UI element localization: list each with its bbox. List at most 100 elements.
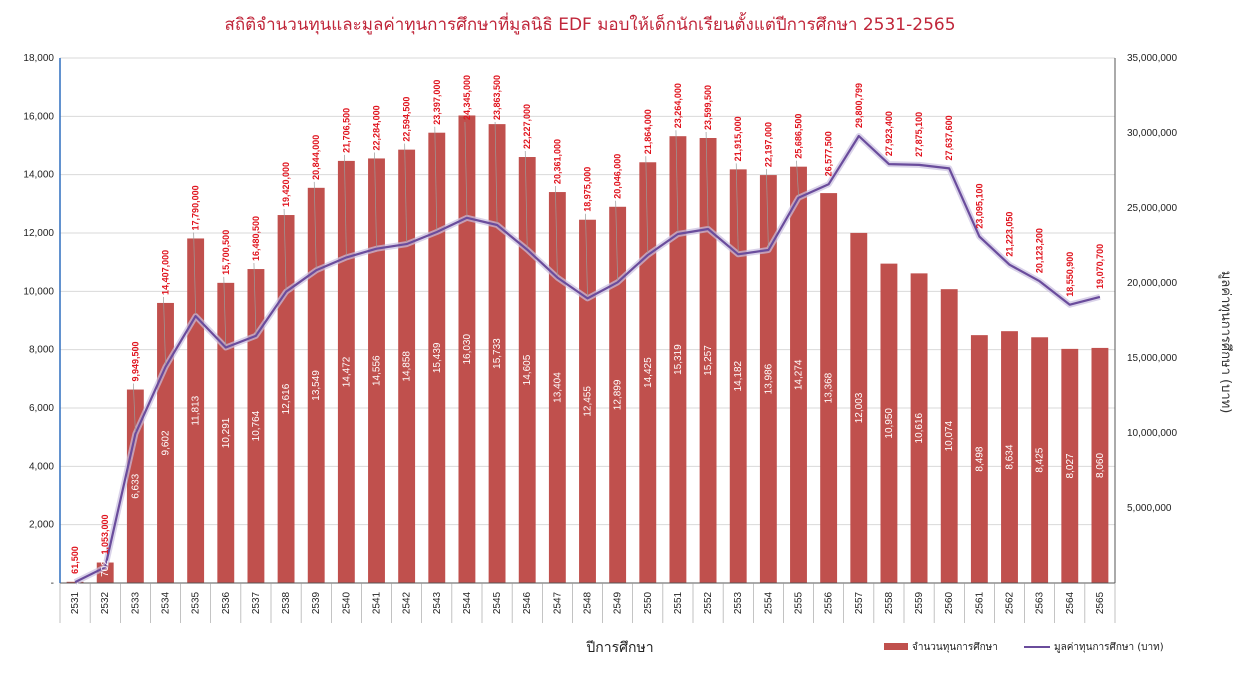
leader-line — [133, 383, 136, 432]
leader-line — [766, 169, 769, 249]
bar — [1061, 348, 1079, 583]
bar — [428, 132, 446, 583]
x-tick-label: 2544 — [462, 591, 473, 614]
line-value-label: 22,197,000 — [763, 122, 773, 167]
bar-value-label: 15,319 — [673, 344, 684, 375]
leader-line — [404, 143, 407, 243]
bar — [850, 232, 868, 583]
bar-value-label: 14,858 — [402, 351, 413, 382]
chart-title: สถิติจำนวนทุนและมูลค่าทุนการศึกษาที่มูลน… — [224, 12, 955, 35]
line-value-label: 25,686,500 — [794, 114, 804, 159]
line-value-label: 20,123,200 — [1035, 228, 1045, 273]
y-tick-left: 2,000 — [29, 520, 54, 531]
line-value-label: 23,264,000 — [673, 83, 683, 128]
line-series — [73, 133, 1101, 585]
y-tick-left: 4,000 — [29, 461, 54, 472]
bar-value-label: 6,633 — [130, 473, 141, 498]
bar — [609, 206, 627, 583]
y-tick-left: 8,000 — [29, 345, 54, 356]
bar — [337, 160, 355, 583]
leader-line — [313, 181, 317, 269]
bar-value-label: 12,899 — [613, 379, 624, 410]
bar — [970, 335, 988, 583]
x-tick-label: 2535 — [191, 591, 202, 614]
bar-value-label: 702 — [100, 560, 111, 577]
x-tick-label: 2552 — [703, 591, 714, 614]
y-tick-left: 16,000 — [23, 111, 54, 122]
bar — [729, 169, 747, 583]
bar-value-label: 14,425 — [643, 357, 654, 388]
bar-value-label: 9,602 — [161, 430, 172, 455]
bar-value-label: 8,634 — [1005, 444, 1016, 469]
x-tick-label: 2547 — [552, 591, 563, 614]
y-tick-right: 5,000,000 — [1127, 503, 1172, 514]
line-value-label: 23,397,000 — [432, 80, 442, 125]
x-tick-label: 2543 — [432, 591, 443, 614]
bar-value-label: 41 — [70, 582, 81, 594]
bar-value-label: 8,425 — [1035, 447, 1046, 472]
x-tick-label: 2548 — [583, 591, 594, 614]
line-value-label: 17,790,000 — [191, 185, 201, 230]
bar-value-label: 15,733 — [492, 338, 503, 369]
y-axis-label-right: มูลค่าทุนการศึกษา (บาท) — [1218, 271, 1233, 414]
line-value-label: 15,700,500 — [221, 230, 231, 275]
bar-value-label: 10,950 — [884, 408, 895, 439]
bars — [66, 115, 1109, 584]
leader-line — [223, 276, 227, 346]
bar-value-label: 14,556 — [372, 355, 383, 386]
x-tick-label: 2542 — [402, 591, 413, 614]
bar — [669, 136, 687, 583]
x-tick-label: 2565 — [1095, 591, 1106, 614]
x-tick-label: 2560 — [944, 591, 955, 614]
leader-line — [645, 156, 649, 254]
bar-value-label: 13,404 — [552, 372, 563, 403]
bar-value-label: 14,182 — [733, 360, 744, 391]
line-value-label: 22,227,000 — [522, 104, 532, 149]
x-tick-label: 2558 — [884, 591, 895, 614]
y-tick-left: 12,000 — [23, 228, 54, 239]
leader-line — [163, 296, 166, 365]
x-tick-label: 2531 — [70, 591, 81, 614]
bar-value-label: 14,274 — [794, 359, 805, 390]
line-value-label: 20,361,000 — [552, 139, 562, 184]
x-tick-label: 2556 — [824, 591, 835, 614]
line-value-label: 22,594,500 — [402, 97, 412, 142]
bar-value-label: 14,605 — [522, 354, 533, 385]
line-value-label: 27,637,600 — [944, 115, 954, 160]
leader-line — [675, 130, 679, 233]
y-tick-right: 10,000,000 — [1127, 428, 1177, 439]
x-tick-label: 2559 — [914, 591, 925, 614]
bar — [880, 263, 898, 583]
line-value-label: 9,949,500 — [130, 341, 140, 381]
line-value-label: 14,407,000 — [161, 250, 171, 295]
bar — [548, 192, 566, 584]
line-path — [74, 134, 1101, 584]
bar-value-label: 11,813 — [191, 395, 202, 425]
x-tick-label: 2539 — [311, 591, 322, 614]
x-tick-label: 2541 — [372, 591, 383, 614]
leader-line — [524, 151, 528, 248]
line-value-label: 20,046,000 — [613, 154, 623, 199]
bar — [518, 157, 536, 584]
x-tick-label: 2554 — [763, 591, 774, 614]
bar-value-label: 13,549 — [311, 370, 322, 401]
line-value-label: 26,577,500 — [824, 131, 834, 176]
bar-value-label: 8,027 — [1065, 453, 1076, 478]
line-value-label: 61,500 — [70, 546, 80, 574]
bar — [126, 389, 144, 583]
line-value-label: 23,863,500 — [492, 75, 502, 120]
x-tick-label: 2545 — [492, 591, 503, 614]
line-value-label: 18,975,000 — [583, 167, 593, 212]
bar-value-label: 12,616 — [281, 383, 292, 414]
bar — [247, 269, 265, 583]
leader-line — [283, 209, 287, 290]
bar — [790, 166, 807, 584]
y-tick-left: 14,000 — [23, 170, 54, 181]
x-tick-label: 2533 — [130, 591, 141, 614]
bar — [488, 124, 506, 583]
leader-line — [374, 152, 377, 247]
line-value-label: 21,915,000 — [733, 116, 743, 161]
bar-value-label: 13,368 — [824, 372, 835, 403]
bar — [1031, 337, 1049, 583]
line-value-label: 21,864,000 — [643, 109, 653, 154]
